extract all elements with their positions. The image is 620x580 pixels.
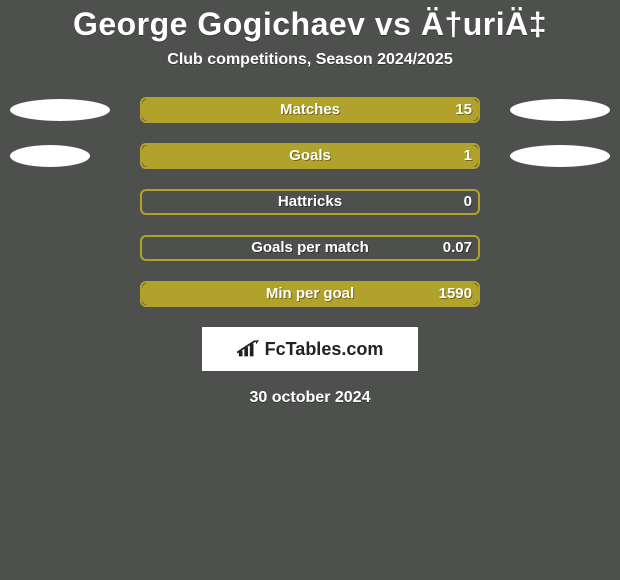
stat-row: Min per goal1590: [0, 281, 620, 307]
bar-label: Goals: [140, 143, 480, 169]
brand-text: FcTables.com: [265, 339, 384, 360]
bar-value: 15: [455, 97, 472, 123]
bar-value: 0: [464, 189, 472, 215]
bar-value: 1: [464, 143, 472, 169]
bar-label: Hattricks: [140, 189, 480, 215]
bar-value: 1590: [439, 281, 472, 307]
date-text: 30 october 2024: [0, 389, 620, 407]
stats-rows: Matches15 Goals1 Hattricks0 Goals per match…: [0, 97, 620, 307]
page-title: George Gogichaev vs Ä†uriÄ‡: [0, 0, 620, 43]
bar-value: 0.07: [443, 235, 472, 261]
comparison-infographic: George Gogichaev vs Ä†uriÄ‡ Club competi…: [0, 0, 620, 580]
bar-label: Matches: [140, 97, 480, 123]
bar-label: Goals per match: [140, 235, 480, 261]
page-subtitle: Club competitions, Season 2024/2025: [0, 51, 620, 69]
stat-row: Goals per match0.07: [0, 235, 620, 261]
stat-row: Matches15: [0, 97, 620, 123]
stat-row: Hattricks0: [0, 189, 620, 215]
brand-chart-icon: [237, 339, 259, 359]
right-pill: [510, 145, 610, 167]
left-pill: [10, 145, 90, 167]
stat-row: Goals1: [0, 143, 620, 169]
left-pill: [10, 99, 110, 121]
bar-label: Min per goal: [140, 281, 480, 307]
brand-box: FcTables.com: [202, 327, 418, 371]
right-pill: [510, 99, 610, 121]
